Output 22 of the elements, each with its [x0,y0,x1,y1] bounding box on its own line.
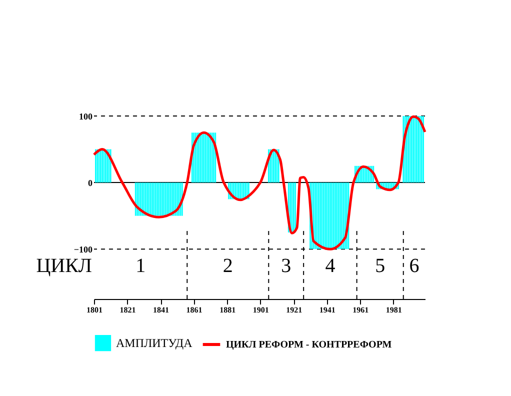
y-tick-label: 0 [88,178,93,188]
text: ЦИКЛ [36,255,92,277]
x-tick-label: 1841 [153,306,170,314]
x-tick-label: 1961 [352,306,369,314]
x-tick-label: 1881 [220,306,236,314]
x-tick-label: 1901 [252,306,269,314]
annotation: 3 [281,255,292,277]
x-tick-label: 1981 [386,306,402,314]
annotation: 6 [409,255,420,277]
legend-label: ЦИКЛ РЕФОРМ - КОНТРРЕФОРМ [226,340,392,350]
x-tick-label: 1941 [319,306,336,314]
y-tick-label: −100 [74,244,93,255]
x-tick-label: 1921 [286,306,302,314]
x-tick-label: 1861 [186,306,202,314]
y-tick-label: 100 [79,112,93,122]
annotation: 4 [325,255,336,277]
annotation: 2 [222,255,233,277]
annotation: 1 [136,255,146,277]
x-tick-label: 1801 [86,306,102,314]
annotation: 5 [375,255,386,277]
legend-label: АМПЛИТУДА [116,336,193,350]
x-tick-label: 1821 [120,306,136,314]
